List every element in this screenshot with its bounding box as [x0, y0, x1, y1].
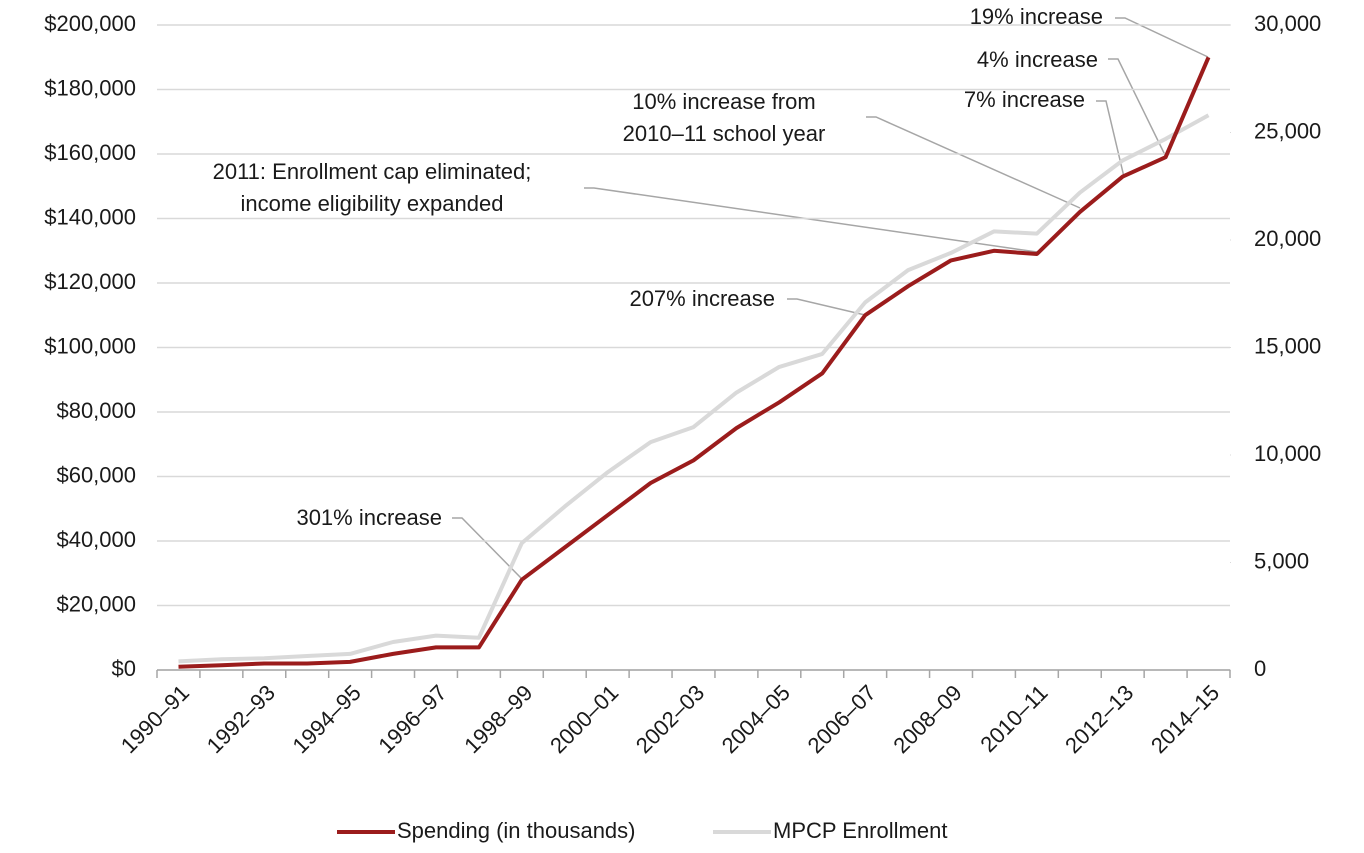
x-tick-label: 2006–07 [803, 680, 881, 758]
y2-tick-label: 15,000 [1254, 333, 1321, 358]
annotation: 2010–11 school year [623, 121, 826, 146]
y-tick-label: $100,000 [44, 333, 136, 358]
y-tick-label: $160,000 [44, 140, 136, 165]
series-line [178, 113, 1210, 664]
y-tick-label: $80,000 [56, 398, 136, 423]
annotation: 207% increase [629, 286, 775, 311]
annotation: 2011: Enrollment cap eliminated; [213, 159, 532, 184]
leader-line [584, 187, 1038, 253]
y2-tick-label: 20,000 [1254, 226, 1321, 251]
y-tick-label: $20,000 [56, 591, 136, 616]
y-tick-label: $60,000 [56, 462, 136, 487]
leader-line [1115, 17, 1209, 58]
leader-line [1096, 100, 1125, 178]
y2-tick-label: 0 [1254, 656, 1266, 681]
leader-line [787, 298, 866, 316]
annotation: 301% increase [296, 505, 442, 530]
x-tick-label: 2000–01 [545, 680, 623, 758]
x-tick-label: 1996–97 [373, 680, 451, 758]
annotation: 7% increase [964, 87, 1085, 112]
leader-line [1108, 58, 1166, 156]
leader-line [866, 116, 1081, 209]
annotation: income eligibility expanded [241, 191, 504, 216]
x-tick-label: 2012–13 [1060, 680, 1138, 758]
y2-tick-label: 5,000 [1254, 548, 1309, 573]
y-tick-label: $200,000 [44, 11, 136, 36]
y2-tick-label: 30,000 [1254, 11, 1321, 36]
annotation: 10% increase from [632, 89, 815, 114]
leader-line [452, 517, 522, 579]
x-tick-label: 2002–03 [631, 680, 709, 758]
y-tick-label: $140,000 [44, 204, 136, 229]
x-tick-label: 2004–05 [717, 680, 795, 758]
x-tick-label: 2008–09 [888, 680, 966, 758]
y2-tick-label: 10,000 [1254, 441, 1321, 466]
x-tick-label: 1994–95 [288, 680, 366, 758]
x-tick-label: 1990–91 [116, 680, 194, 758]
annotation: 4% increase [977, 47, 1098, 72]
legend-label: Spending (in thousands) [397, 818, 636, 843]
x-tick-label: 2014–15 [1146, 680, 1224, 758]
x-tick-label: 1992–93 [202, 680, 280, 758]
y-tick-label: $120,000 [44, 269, 136, 294]
y-tick-label: $40,000 [56, 527, 136, 552]
x-tick-label: 2010–11 [975, 680, 1052, 757]
x-tick-label: 1998–99 [459, 680, 537, 758]
legend-label: MPCP Enrollment [773, 818, 947, 843]
y2-tick-label: 25,000 [1254, 118, 1321, 143]
y-tick-label: $0 [112, 656, 136, 681]
y-tick-label: $180,000 [44, 75, 136, 100]
series-line [178, 56, 1211, 669]
annotations: 19% increase 4% increase 7% increase 10%… [213, 4, 1209, 579]
